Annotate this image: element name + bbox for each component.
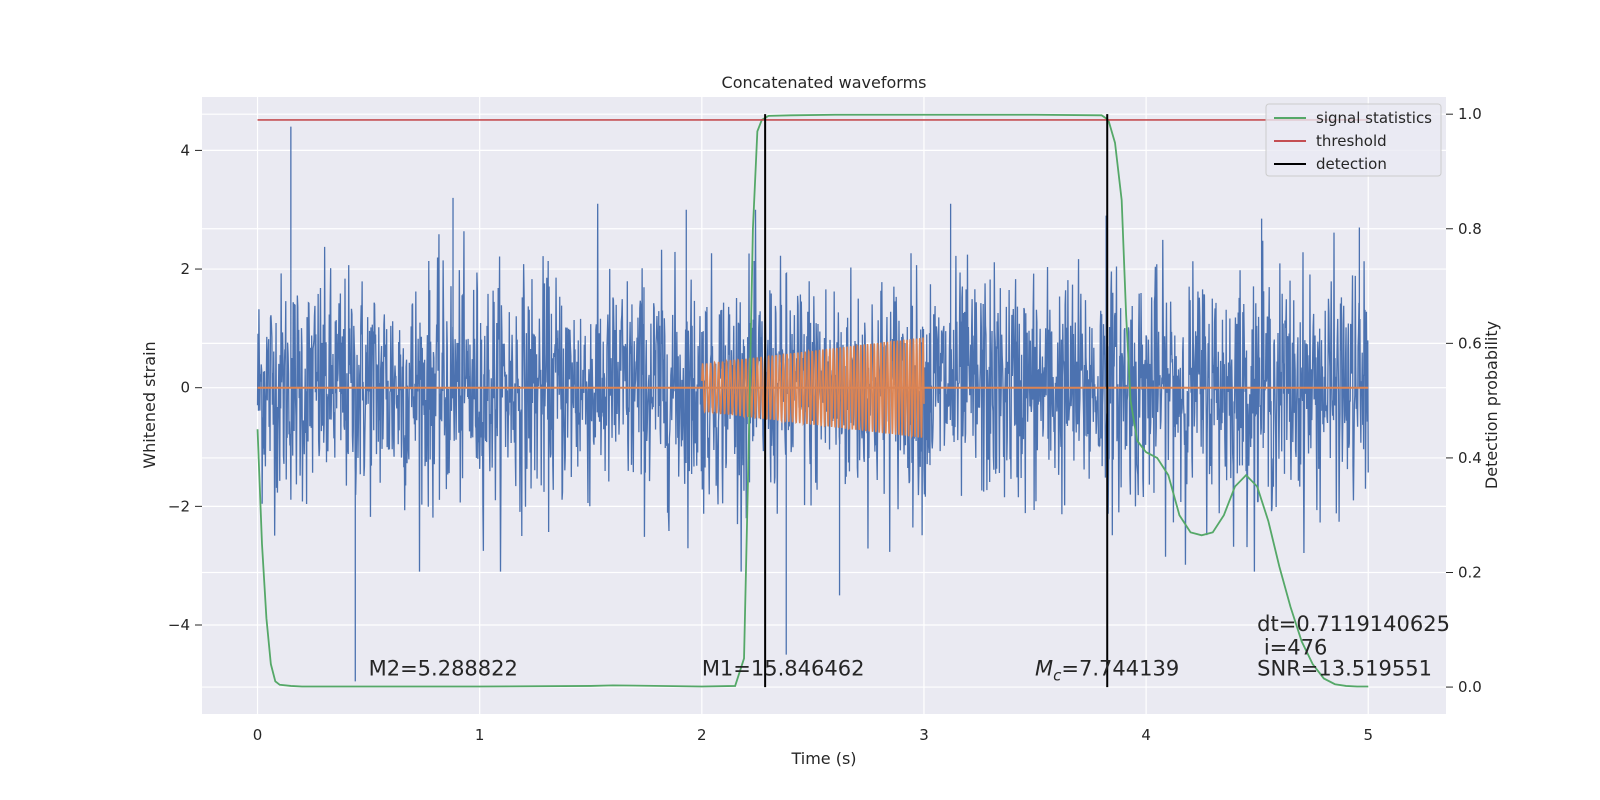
detection-series	[256, 113, 1369, 688]
right-y-tick-label: 0.8	[1458, 220, 1482, 238]
x-axis-label: Time (s)	[790, 749, 856, 768]
x-tick-label: 4	[1141, 726, 1151, 744]
x-tick-label: 0	[253, 726, 263, 744]
left-y-tick-label: 2	[180, 260, 190, 278]
right-y-axis-label: Detection probability	[1482, 321, 1501, 489]
right-y-tick-label: 0.6	[1458, 334, 1482, 352]
annotation-m1: M1=15.846462	[702, 656, 865, 680]
left-y-axis-ticks: −4 −2 0 2 4	[168, 141, 202, 634]
right-y-tick-label: 0.2	[1458, 563, 1482, 581]
left-y-axis-label: Whitened strain	[140, 341, 159, 468]
legend-label: threshold	[1316, 132, 1387, 150]
left-y-tick-label: −2	[168, 497, 190, 515]
annotation-dt: dt=0.7119140625	[1257, 612, 1450, 636]
left-y-tick-label: 4	[180, 141, 190, 159]
strain-trace	[256, 126, 1369, 682]
annotation-mc: Mc=7.744139	[1035, 656, 1179, 684]
legend-label: detection	[1316, 155, 1387, 173]
annotation-snr: SNR=13.519551	[1257, 656, 1432, 680]
x-axis-ticks: 0 1 2 3 4 5	[253, 726, 1373, 744]
right-y-tick-label: 0.0	[1458, 678, 1482, 696]
legend-box	[1265, 103, 1442, 177]
signal-statistics-line	[256, 113, 1369, 688]
right-y-axis-ticks: 0.0 0.2 0.4 0.6 0.8 1.0	[1446, 105, 1482, 696]
injected-waveform-series	[257, 337, 1369, 439]
right-y-tick-label: 1.0	[1458, 105, 1482, 123]
legend-label: signal statistics	[1316, 109, 1432, 127]
x-tick-label: 5	[1363, 726, 1373, 744]
x-tick-label: 1	[475, 726, 485, 744]
left-y-tick-label: 0	[180, 379, 190, 397]
parameter-annotations: M2=5.288822 M1=15.846462 Mc=7.744139 SNR=13…	[369, 612, 1450, 684]
waveform-chirp	[701, 337, 925, 439]
right-y-tick-label: 0.4	[1458, 449, 1482, 467]
legend: signal statistics threshold detection	[1265, 103, 1442, 177]
annotation-i: i=476	[1257, 636, 1327, 660]
x-tick-label: 2	[697, 726, 707, 744]
left-y-tick-label: −4	[168, 616, 190, 634]
whitened-strain-series	[256, 126, 1369, 682]
x-tick-label: 3	[919, 726, 929, 744]
annotation-m2: M2=5.288822	[369, 656, 518, 680]
chart-title: Concatenated waveforms	[722, 73, 927, 92]
